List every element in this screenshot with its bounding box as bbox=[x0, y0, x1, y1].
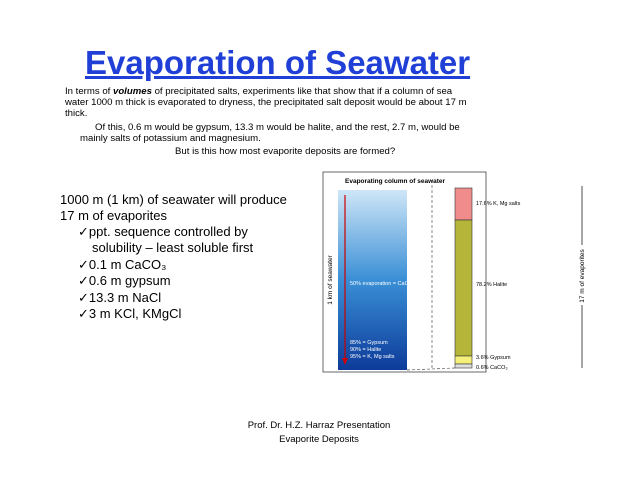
intro-line: In terms of volumes of precipitated salt… bbox=[65, 86, 452, 97]
text: of precipitated salts, experiments like … bbox=[151, 86, 453, 97]
bullet: ✓0.6 m gypsum bbox=[78, 273, 171, 288]
caco3-layer bbox=[454, 363, 473, 369]
bullet: solubility – least soluble first bbox=[92, 240, 254, 255]
dashed-line bbox=[406, 367, 456, 371]
intro-line: But is this how most evaporite deposits … bbox=[175, 146, 396, 157]
intro-line: Of this, 0.6 m would be gypsum, 13.3 m w… bbox=[95, 122, 460, 133]
text: In terms of bbox=[65, 86, 113, 97]
summary: 1000 m (1 km) of seawater will produce bbox=[60, 192, 287, 207]
summary: 17 m of evaporites bbox=[60, 208, 167, 223]
footer: Prof. Dr. H.Z. Harraz Presentation bbox=[247, 420, 391, 431]
intro-line: mainly salts of potassium and magnesium. bbox=[80, 133, 261, 144]
halite-layer bbox=[454, 219, 473, 357]
right-axis: 17 m of evaporites bbox=[579, 249, 586, 303]
bullet: ✓3 m KCl, KMgCl bbox=[78, 306, 182, 321]
intro-line: water 1000 m thick is evaporated to dryn… bbox=[65, 97, 467, 108]
footer: Evaporite Deposits bbox=[279, 434, 359, 445]
evaporite-label: 78.2% Halite bbox=[476, 282, 507, 288]
seawater-label: 50% evaporation = CaCO₃ bbox=[350, 281, 415, 287]
emphasis: volumes bbox=[112, 86, 152, 97]
seawater-label: 95% = K, Mg salts bbox=[350, 354, 395, 360]
bullet: ✓13.3 m NaCl bbox=[78, 290, 162, 305]
evaporite-label: 17.6% K, Mg salts bbox=[476, 201, 521, 207]
bullet: ✓ppt. sequence controlled by bbox=[78, 224, 248, 239]
seawater-label: 85% = Gypsum bbox=[350, 340, 388, 346]
figure-title: Evaporating column of seawater bbox=[345, 178, 446, 185]
bullet: ✓0.1 m CaCO₃ bbox=[78, 257, 167, 272]
title: Evaporation of Seawater bbox=[85, 44, 471, 81]
arrowhead bbox=[342, 358, 348, 365]
axis-gap bbox=[576, 245, 588, 305]
evaporite-label: 3.6% Gypsum bbox=[476, 355, 511, 361]
kmg-layer bbox=[454, 187, 473, 221]
evaporite-label: 0.6% CaCO₃ bbox=[476, 365, 508, 371]
left-axis: 1 km of seawater bbox=[327, 254, 334, 304]
seawater-column bbox=[338, 190, 407, 370]
seawater-label: 90% = Halite bbox=[350, 347, 381, 353]
gypsum-layer bbox=[454, 355, 473, 365]
intro-line: thick. bbox=[65, 108, 88, 119]
